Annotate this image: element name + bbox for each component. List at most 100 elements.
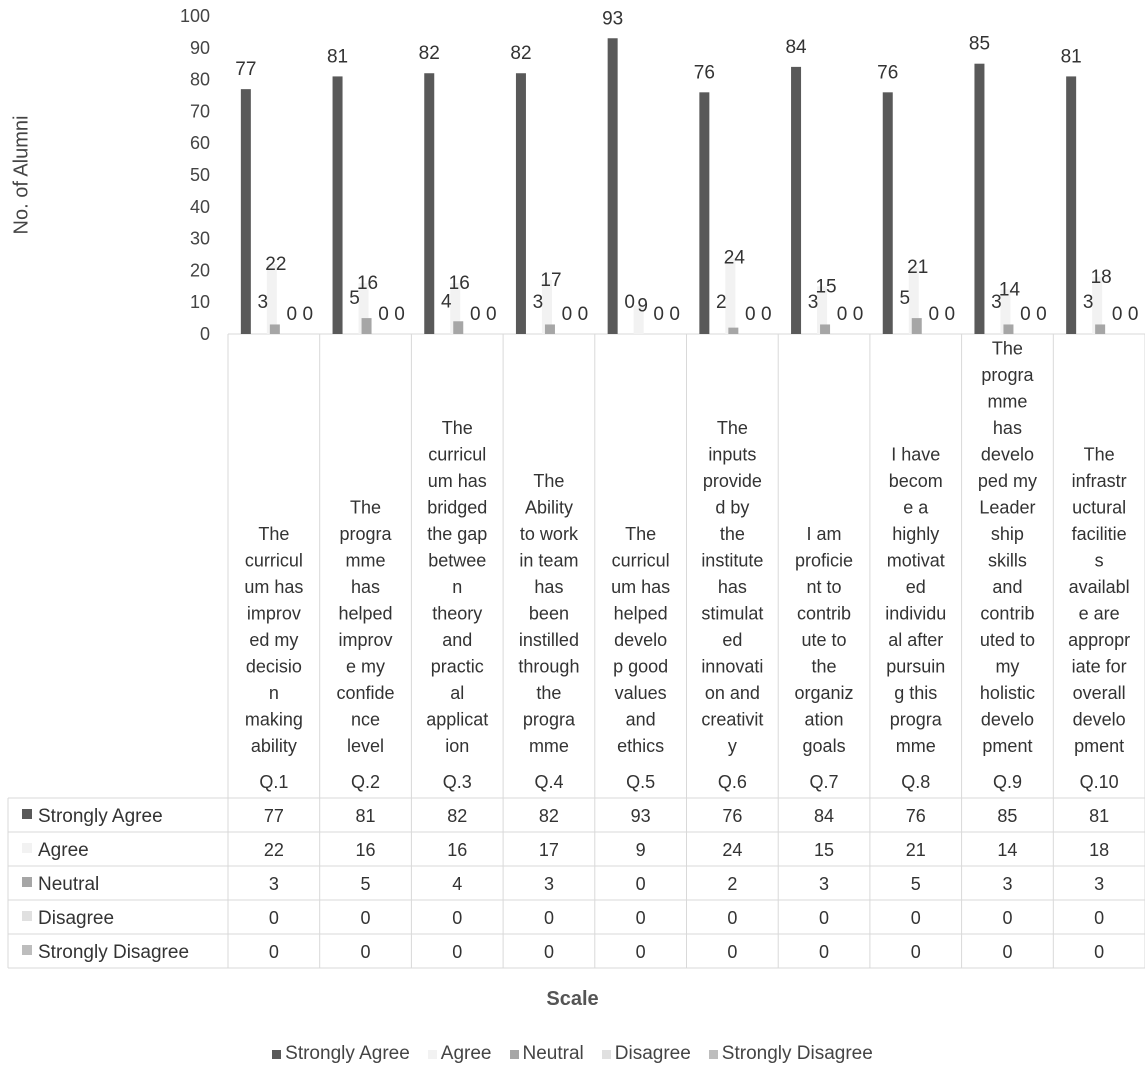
data-label-strongly-disagree: 0 (1036, 304, 1047, 325)
table-cell-value: 24 (722, 840, 742, 860)
data-label-agree: 16 (357, 273, 378, 294)
category-description-line: helped (614, 604, 668, 624)
category-description-line: p good (613, 657, 668, 677)
category-description-line: progra (890, 710, 943, 730)
category-description-line: The (992, 339, 1023, 359)
legend-swatch-disagree (601, 1049, 611, 1059)
category-description-line: making (245, 710, 303, 730)
category-description-line: e a (903, 498, 929, 518)
bar-strongly-agree-q-5 (607, 38, 618, 334)
data-label-strongly-disagree: 0 (486, 304, 497, 325)
category-description-line: um has (428, 471, 487, 491)
data-label-disagree: 0 (745, 304, 756, 325)
data-label-neutral: 3 (808, 292, 819, 313)
table-cell-value: 0 (452, 908, 462, 928)
category-description-line: the (536, 683, 561, 703)
category-description-line: has (351, 577, 380, 597)
bar-neutral-q-8 (911, 318, 922, 334)
data-label-neutral: 0 (624, 292, 635, 313)
table-cell-value: 76 (722, 806, 742, 826)
data-label-agree: 17 (540, 270, 561, 291)
bar-neutral-q-10 (1095, 324, 1106, 334)
table-cell-value: 16 (356, 840, 376, 860)
data-label-strongly-disagree: 0 (761, 304, 772, 325)
data-label-disagree: 0 (378, 304, 389, 325)
table-cell-value: 0 (544, 908, 554, 928)
x-tick-label: Q.2 (351, 772, 380, 792)
category-description-line: applicat (426, 710, 488, 730)
table-series-label: Disagree (38, 908, 114, 929)
category-description-line: theory (432, 604, 482, 624)
x-tick-label: Q.10 (1080, 772, 1119, 792)
category-description-line: al (450, 683, 464, 703)
bar-agree-q-8 (908, 267, 919, 334)
data-label-strongly-agree: 85 (969, 34, 990, 55)
table-legend-key-disagree (22, 911, 32, 921)
category-description-line: g this (894, 683, 937, 703)
data-label-agree: 16 (449, 273, 470, 294)
data-label-strongly-agree: 81 (327, 46, 348, 67)
table-cell-value: 0 (269, 908, 279, 928)
bar-neutral-q-7 (820, 324, 831, 334)
data-label-neutral: 2 (716, 292, 727, 313)
data-label-agree: 18 (1091, 267, 1112, 288)
category-description-line: facilitie (1072, 524, 1127, 544)
bar-strongly-agree-q-1 (240, 89, 251, 334)
category-description-line: The (258, 524, 289, 544)
legend-label-strongly-disagree: Strongly Disagree (721, 1043, 873, 1064)
category-description-line: has (993, 418, 1022, 438)
table-cell-value: 0 (1002, 908, 1012, 928)
data-label-disagree: 0 (1112, 304, 1123, 325)
bar-agree-q-1 (266, 264, 277, 334)
table-legend-key-strongly-agree (22, 809, 32, 819)
bar-strongly-agree-q-6 (699, 92, 710, 334)
table-cell-value: 15 (814, 840, 834, 860)
category-description-line: uted to (980, 630, 1035, 650)
category-description-line: d by (715, 498, 749, 518)
category-description-line: uctural (1072, 498, 1126, 518)
category-description-line: bridged (427, 498, 487, 518)
bar-strongly-agree-q-4 (515, 73, 526, 335)
table-cell-value: 0 (911, 942, 921, 962)
legend-swatch-strongly-disagree (708, 1049, 718, 1059)
data-label-strongly-agree: 84 (785, 37, 807, 58)
category-description-line: my (995, 657, 1019, 677)
category-description-line: ed (906, 577, 926, 597)
category-description-line: progra (340, 524, 393, 544)
data-label-strongly-disagree: 0 (853, 304, 864, 325)
table-cell-value: 0 (636, 874, 646, 894)
table-cell-value: 82 (447, 806, 467, 826)
legend-label-strongly-agree: Strongly Agree (285, 1043, 410, 1064)
category-description-line: and (626, 710, 656, 730)
category-description-line: overall (1073, 683, 1126, 703)
category-description-line: infrastr (1072, 471, 1127, 491)
x-tick-label: Q.9 (993, 772, 1022, 792)
data-label-strongly-agree: 76 (694, 62, 715, 83)
category-description-line: availabl (1069, 577, 1130, 597)
table-cell-value: 3 (269, 874, 279, 894)
table-cell-value: 21 (906, 840, 926, 860)
x-tick-label: Q.7 (810, 772, 839, 792)
data-label-strongly-agree: 76 (877, 62, 898, 83)
bar-agree-q-9 (1000, 289, 1011, 334)
data-label-disagree: 0 (837, 304, 848, 325)
category-description-line: progra (523, 710, 576, 730)
table-cell-value: 18 (1089, 840, 1109, 860)
category-description-line: appropr (1068, 630, 1130, 650)
data-label-agree: 22 (265, 254, 286, 275)
legend-label-disagree: Disagree (614, 1043, 691, 1064)
data-label-disagree: 0 (928, 304, 939, 325)
category-description-line: the (720, 524, 745, 544)
data-label-strongly-agree: 82 (419, 43, 440, 64)
table-cell-value: 0 (361, 908, 371, 928)
y-tick-label: 20 (190, 260, 210, 280)
category-description-line: ed my (249, 630, 298, 650)
table-cell-value: 16 (447, 840, 467, 860)
category-description-line: through (518, 657, 579, 677)
category-description-line: mme (529, 736, 569, 756)
legend-swatch-strongly-agree (272, 1049, 282, 1059)
legend-swatch-agree (427, 1049, 437, 1059)
legend-item-strongly-disagree: Strongly Disagree (708, 1043, 873, 1065)
bar-strongly-agree-q-3 (424, 73, 435, 335)
category-description-line: and (992, 577, 1022, 597)
